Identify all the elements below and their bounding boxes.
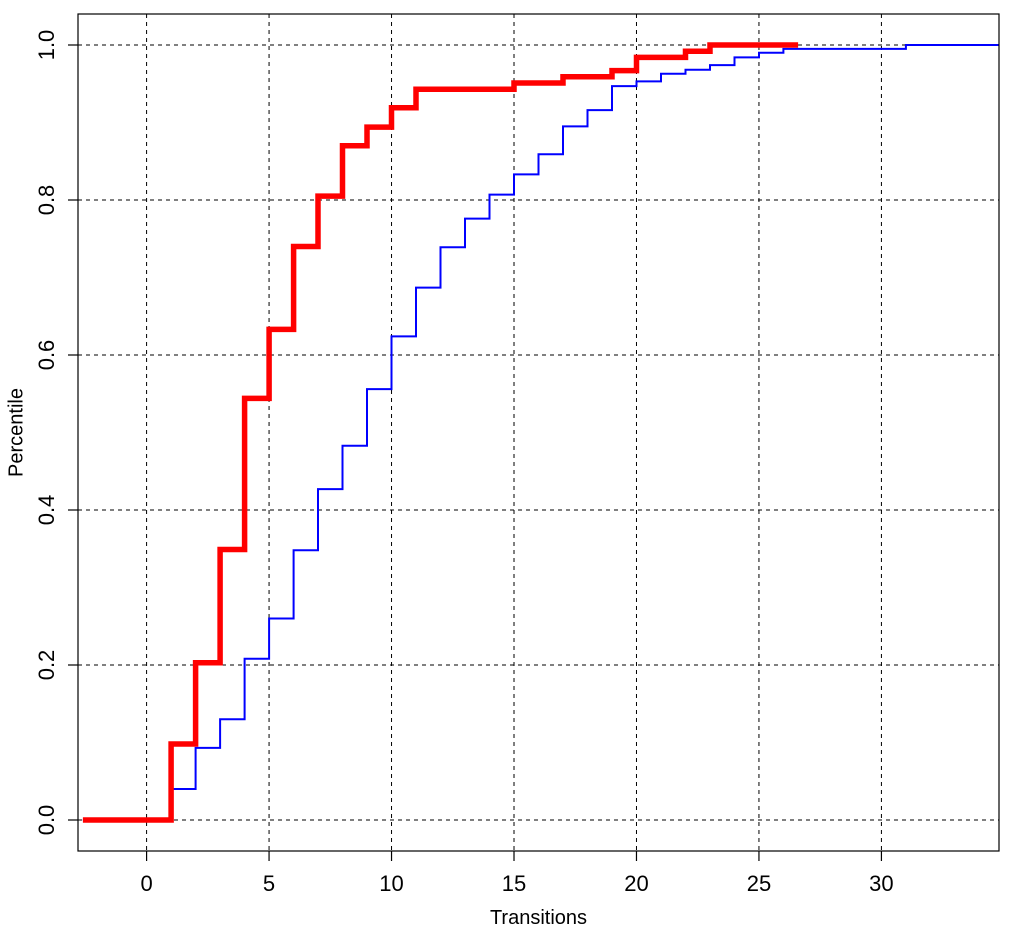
x-axis: 0 5 10 15 20 25 30: [140, 851, 894, 896]
y-tick-label: 0.2: [34, 650, 59, 681]
y-tick-label: 1.0: [34, 30, 59, 61]
y-tick-label: 0.8: [34, 185, 59, 216]
series-layer: [82, 42, 999, 823]
series-line-1: [82, 44, 999, 821]
y-axis: 0.0 0.2 0.4 0.6 0.8 1.0: [34, 30, 78, 836]
x-tick-label: 30: [869, 871, 893, 896]
grid-lines: [78, 14, 999, 851]
y-tick-label: 0.4: [34, 495, 59, 526]
x-tick-label: 5: [263, 871, 275, 896]
y-axis-title: Percentile: [5, 388, 27, 477]
y-tick-label: 0.6: [34, 340, 59, 371]
x-axis-title: Transitions: [490, 907, 587, 929]
x-tick-label: 15: [502, 871, 526, 896]
x-tick-label: 20: [624, 871, 648, 896]
y-tick-label: 0.0: [34, 805, 59, 836]
x-tick-label: 25: [747, 871, 771, 896]
x-tick-label: 0: [140, 871, 152, 896]
series-line-2: [82, 42, 799, 823]
x-tick-label: 10: [379, 871, 403, 896]
plot-frame: [77, 13, 1000, 852]
